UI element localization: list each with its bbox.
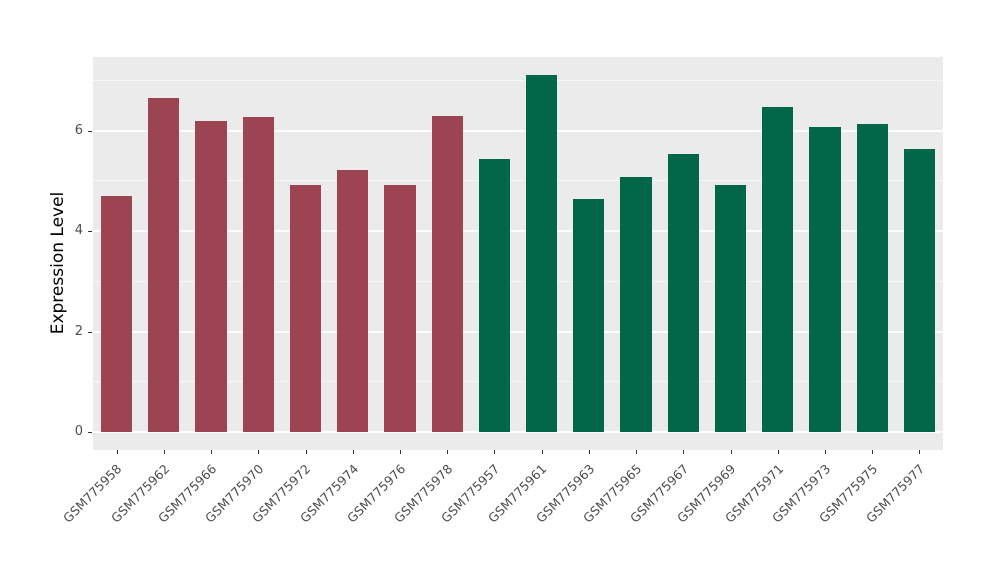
x-tick-mark — [872, 450, 874, 454]
y-tick-label: 4 — [74, 223, 83, 239]
x-tick-mark — [116, 450, 118, 454]
bar-GSM775969 — [714, 184, 747, 432]
y-tick-mark — [88, 130, 92, 132]
major-gridline — [93, 230, 943, 233]
bar-GSM775967 — [667, 154, 699, 432]
major-gridline — [93, 129, 943, 132]
bar-GSM775975 — [856, 123, 888, 432]
bar-GSM775961 — [526, 74, 558, 432]
minor-gridline — [93, 180, 943, 182]
bar-GSM775970 — [242, 116, 274, 432]
x-tick-mark — [399, 450, 401, 454]
bar-GSM775978 — [431, 115, 463, 432]
x-tick-mark — [636, 450, 638, 454]
minor-gridline — [93, 381, 943, 383]
bar-GSM775957 — [478, 159, 510, 432]
y-tick-mark — [88, 431, 92, 433]
y-tick-label: 6 — [74, 122, 83, 138]
x-tick-mark — [447, 450, 449, 454]
plot-panel — [93, 57, 943, 450]
x-tick-mark — [541, 450, 543, 454]
x-tick-mark — [683, 450, 685, 454]
x-tick-mark — [258, 450, 260, 454]
bar-GSM775966 — [195, 120, 227, 432]
major-gridline — [93, 330, 943, 333]
x-tick-mark — [305, 450, 307, 454]
bar-GSM775976 — [384, 185, 416, 432]
bar-GSM775974 — [337, 169, 369, 432]
x-tick-mark — [352, 450, 354, 454]
bar-GSM775965 — [620, 176, 652, 432]
x-tick-mark — [588, 450, 590, 454]
bar-GSM775958 — [101, 196, 133, 432]
y-tick-label: 2 — [74, 323, 83, 339]
bar-GSM775977 — [903, 148, 935, 432]
minor-gridline — [93, 80, 943, 82]
minor-gridline — [93, 280, 943, 282]
bar-GSM775973 — [809, 127, 841, 432]
bar-GSM775963 — [573, 199, 605, 432]
bar-GSM775971 — [762, 107, 794, 432]
x-tick-mark — [163, 450, 165, 454]
bar-GSM775962 — [148, 98, 180, 432]
x-tick-mark — [824, 450, 826, 454]
y-axis-title: Expression Level — [48, 191, 68, 335]
y-tick-mark — [88, 231, 92, 233]
x-tick-mark — [211, 450, 213, 454]
x-tick-mark — [730, 450, 732, 454]
y-tick-label: 0 — [74, 423, 83, 439]
bar-GSM775972 — [289, 184, 322, 432]
major-gridline — [93, 430, 943, 433]
y-tick-mark — [88, 331, 92, 333]
x-tick-mark — [494, 450, 496, 454]
x-tick-mark — [777, 450, 779, 454]
x-tick-mark — [919, 450, 921, 454]
